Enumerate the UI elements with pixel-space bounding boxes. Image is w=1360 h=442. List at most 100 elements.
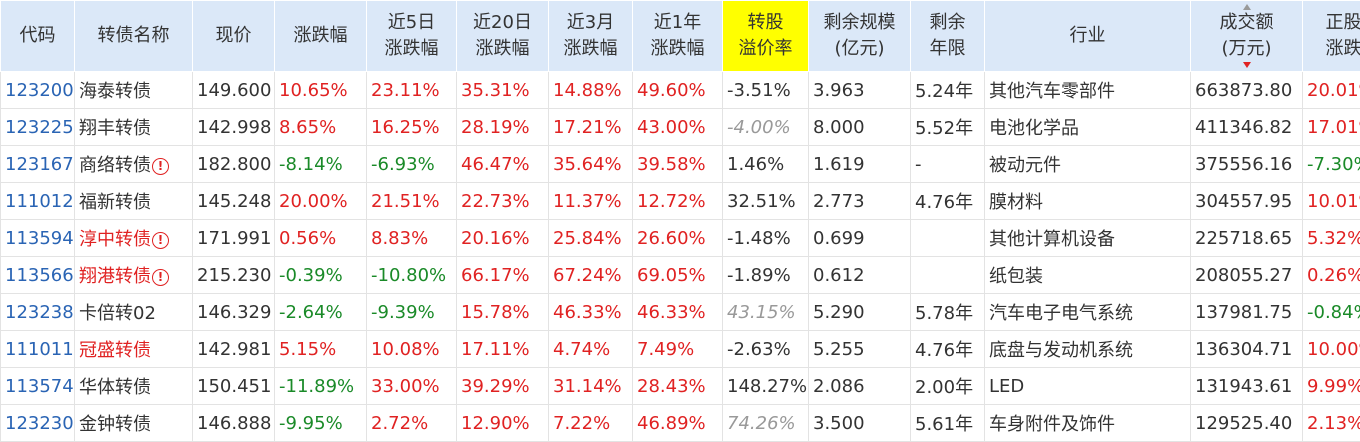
bond-name-cell[interactable]: 华体转债 bbox=[75, 368, 193, 405]
bond-name: 淳中转债 bbox=[79, 229, 151, 250]
bond-code-link[interactable]: 123200 bbox=[1, 72, 75, 109]
remaining-scale-cell: 3.500 bbox=[809, 405, 911, 442]
header-label: 年限 bbox=[930, 38, 966, 59]
stock-change-cell: 2.13% bbox=[1303, 405, 1360, 442]
warning-icon[interactable]: ! bbox=[152, 158, 169, 175]
header-change-20d[interactable]: 近20日涨跌幅 bbox=[457, 1, 549, 72]
bond-name-cell[interactable]: 冠盛转债 bbox=[75, 331, 193, 368]
change-20d-cell: 15.78% bbox=[457, 294, 549, 331]
bond-code-link[interactable]: 123225 bbox=[1, 109, 75, 146]
stock-change-cell: 17.01% bbox=[1303, 109, 1360, 146]
warning-icon[interactable]: ! bbox=[152, 232, 169, 249]
sort-asc-icon[interactable] bbox=[1243, 4, 1251, 10]
bond-name-cell[interactable]: 福新转债 bbox=[75, 183, 193, 220]
header-label: 近3月 bbox=[567, 12, 614, 33]
bond-name-cell[interactable]: 金钟转债 bbox=[75, 405, 193, 442]
stock-change-cell: -0.84% bbox=[1303, 294, 1360, 331]
premium-rate-cell: 74.26% bbox=[723, 405, 809, 442]
header-change-1y[interactable]: 近1年涨跌幅 bbox=[633, 1, 723, 72]
stock-change-cell: 0.26% bbox=[1303, 257, 1360, 294]
bond-name: 金钟转债 bbox=[79, 414, 151, 435]
header-premium-rate[interactable]: 转股溢价率 bbox=[723, 1, 809, 72]
bond-name-cell[interactable]: 商络转债! bbox=[75, 146, 193, 183]
premium-rate-cell: -4.00% bbox=[723, 109, 809, 146]
change-cell: 0.56% bbox=[275, 220, 367, 257]
remaining-years-cell: 4.76年 bbox=[911, 331, 985, 368]
change-5d-cell: 16.25% bbox=[367, 109, 457, 146]
bond-code-link[interactable]: 113574 bbox=[1, 368, 75, 405]
change-cell: 5.15% bbox=[275, 331, 367, 368]
header-name[interactable]: 转债名称 bbox=[75, 1, 193, 72]
remaining-scale-cell: 0.699 bbox=[809, 220, 911, 257]
volume-cell: 411346.82 bbox=[1191, 109, 1303, 146]
change-3m-cell: 35.64% bbox=[549, 146, 633, 183]
bond-code-link[interactable]: 111012 bbox=[1, 183, 75, 220]
premium-rate-cell: 43.15% bbox=[723, 294, 809, 331]
change-3m-cell: 46.33% bbox=[549, 294, 633, 331]
industry-cell: LED bbox=[985, 368, 1191, 405]
price-cell: 171.991 bbox=[193, 220, 275, 257]
bond-name-cell[interactable]: 翔丰转债 bbox=[75, 109, 193, 146]
remaining-years-cell bbox=[911, 257, 985, 294]
change-5d-cell: -10.80% bbox=[367, 257, 457, 294]
remaining-years-cell bbox=[911, 220, 985, 257]
sort-desc-icon[interactable] bbox=[1243, 62, 1251, 68]
remaining-scale-cell: 1.619 bbox=[809, 146, 911, 183]
change-20d-cell: 12.90% bbox=[457, 405, 549, 442]
change-5d-cell: 10.08% bbox=[367, 331, 457, 368]
remaining-years-cell: 5.24年 bbox=[911, 72, 985, 109]
change-cell: 20.00% bbox=[275, 183, 367, 220]
bond-code-link[interactable]: 113566 bbox=[1, 257, 75, 294]
header-volume[interactable]: 成交额(万元) bbox=[1191, 1, 1303, 72]
bond-name-cell[interactable]: 海泰转债 bbox=[75, 72, 193, 109]
header-code[interactable]: 代码 bbox=[1, 1, 75, 72]
bond-code-link[interactable]: 113594 bbox=[1, 220, 75, 257]
bond-name: 翔丰转债 bbox=[79, 118, 151, 139]
volume-cell: 375556.16 bbox=[1191, 146, 1303, 183]
bond-name-cell[interactable]: 卡倍转02 bbox=[75, 294, 193, 331]
header-label: 溢价率 bbox=[739, 38, 793, 59]
header-change[interactable]: 涨跌幅 bbox=[275, 1, 367, 72]
header-change-5d[interactable]: 近5日涨跌幅 bbox=[367, 1, 457, 72]
price-cell: 146.888 bbox=[193, 405, 275, 442]
bond-name-cell[interactable]: 淳中转债! bbox=[75, 220, 193, 257]
header-industry[interactable]: 行业 bbox=[985, 1, 1191, 72]
change-1y-cell: 46.33% bbox=[633, 294, 723, 331]
change-1y-cell: 28.43% bbox=[633, 368, 723, 405]
volume-cell: 663873.80 bbox=[1191, 72, 1303, 109]
bond-code-link[interactable]: 111011 bbox=[1, 331, 75, 368]
bond-code-link[interactable]: 123230 bbox=[1, 405, 75, 442]
remaining-scale-cell: 2.773 bbox=[809, 183, 911, 220]
header-remaining-years[interactable]: 剩余年限 bbox=[911, 1, 985, 72]
change-1y-cell: 43.00% bbox=[633, 109, 723, 146]
header-price[interactable]: 现价 bbox=[193, 1, 275, 72]
premium-rate-cell: -1.48% bbox=[723, 220, 809, 257]
change-cell: -0.39% bbox=[275, 257, 367, 294]
header-stock-change[interactable]: 正股涨跌 bbox=[1303, 1, 1360, 72]
header-remaining-scale[interactable]: 剩余规模(亿元) bbox=[809, 1, 911, 72]
bond-name: 冠盛转债 bbox=[79, 340, 151, 361]
change-5d-cell: -9.39% bbox=[367, 294, 457, 331]
bond-code-link[interactable]: 123167 bbox=[1, 146, 75, 183]
change-3m-cell: 25.84% bbox=[549, 220, 633, 257]
header-label: 行业 bbox=[1070, 25, 1106, 46]
bond-name-cell[interactable]: 翔港转债! bbox=[75, 257, 193, 294]
stock-change-cell: 20.01% bbox=[1303, 72, 1360, 109]
change-3m-cell: 17.21% bbox=[549, 109, 633, 146]
bond-code-link[interactable]: 123238 bbox=[1, 294, 75, 331]
warning-icon[interactable]: ! bbox=[152, 269, 169, 286]
change-3m-cell: 7.22% bbox=[549, 405, 633, 442]
remaining-years-cell: 2.00年 bbox=[911, 368, 985, 405]
header-change-3m[interactable]: 近3月涨跌幅 bbox=[549, 1, 633, 72]
